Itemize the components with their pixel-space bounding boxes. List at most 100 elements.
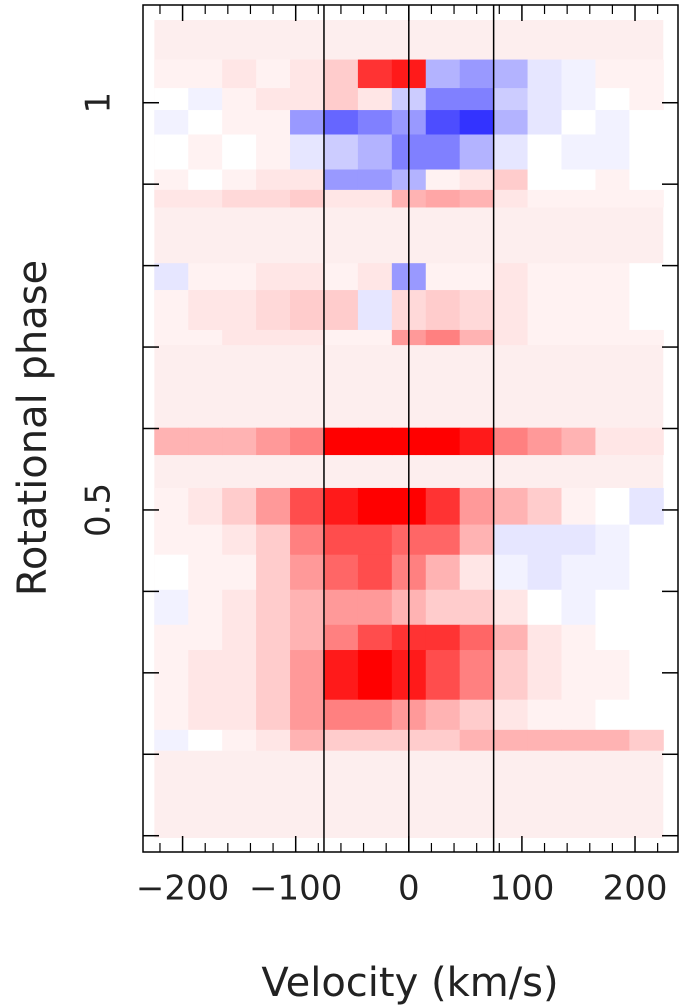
cell (154, 329, 189, 346)
cell (527, 699, 562, 731)
cell (493, 169, 529, 191)
cell (595, 59, 630, 89)
cell (256, 134, 291, 171)
cell (323, 169, 359, 191)
cell (595, 524, 630, 556)
cell (290, 290, 325, 331)
cell (188, 699, 223, 731)
y-tick-label: 0.5 (79, 483, 119, 537)
cell (493, 589, 529, 626)
cell (323, 263, 359, 291)
cell (154, 290, 189, 331)
cell (527, 134, 562, 171)
cell (154, 487, 189, 526)
cell (425, 290, 461, 331)
cell (459, 427, 495, 456)
cell (459, 729, 495, 751)
cell (154, 524, 189, 556)
cell (459, 134, 495, 171)
cell (222, 699, 257, 731)
cell (561, 290, 596, 331)
cell (357, 88, 393, 111)
cell (561, 729, 596, 751)
x-tick-label: −100 (249, 869, 342, 909)
cell (493, 487, 529, 526)
cell (154, 263, 189, 291)
cell (154, 189, 189, 208)
cell (425, 59, 461, 89)
cell (629, 134, 664, 171)
cell (357, 589, 393, 626)
cell (595, 189, 630, 208)
cell (357, 554, 393, 591)
cell (493, 554, 529, 591)
x-tick-label: 200 (603, 869, 668, 909)
cell (527, 189, 562, 208)
cell (493, 329, 529, 346)
cell (290, 729, 325, 751)
cell (256, 169, 291, 191)
cell (256, 88, 291, 111)
cell (222, 110, 257, 135)
cell (256, 290, 291, 331)
cell (425, 189, 461, 208)
cell (188, 624, 223, 651)
cell (154, 88, 189, 111)
cell (425, 110, 461, 135)
cell (459, 88, 495, 111)
cell (256, 554, 291, 591)
cell (493, 263, 529, 291)
cell (595, 169, 630, 191)
cell (154, 589, 189, 626)
cell (154, 110, 189, 135)
cell (323, 329, 359, 346)
cell (222, 169, 257, 191)
cell (323, 189, 359, 208)
cell (629, 88, 664, 111)
cell (222, 263, 257, 291)
cell (290, 169, 325, 191)
cell (357, 134, 393, 171)
cell (357, 189, 393, 208)
cell (629, 427, 664, 456)
cell (595, 88, 630, 111)
cell (493, 624, 529, 651)
cell (256, 427, 291, 456)
cell (188, 134, 223, 171)
cell (493, 427, 529, 456)
cell (595, 487, 630, 526)
cell (459, 487, 495, 526)
cell (629, 110, 664, 135)
cell (290, 554, 325, 591)
cell (154, 134, 189, 171)
cell (154, 59, 189, 89)
cell (256, 589, 291, 626)
cell (357, 59, 393, 89)
cell (425, 134, 461, 171)
cell (222, 88, 257, 111)
cell (425, 487, 461, 526)
cell (425, 699, 461, 731)
cell (357, 729, 393, 751)
cell (425, 729, 461, 751)
cell (595, 110, 630, 135)
x-tick-label: 0 (398, 869, 420, 909)
cell (425, 554, 461, 591)
cell (188, 329, 223, 346)
cell (290, 650, 325, 701)
cell (493, 699, 529, 731)
cell (425, 329, 461, 346)
cell (459, 110, 495, 135)
cell (527, 589, 562, 626)
cell (527, 169, 562, 191)
cell (357, 329, 393, 346)
cell (357, 169, 393, 191)
cell (527, 729, 562, 751)
cell (323, 650, 359, 701)
cell (493, 189, 529, 208)
x-tick-label: 100 (489, 869, 554, 909)
cell (357, 650, 393, 701)
cell (595, 263, 630, 291)
cell (188, 59, 223, 89)
cell (357, 290, 393, 331)
